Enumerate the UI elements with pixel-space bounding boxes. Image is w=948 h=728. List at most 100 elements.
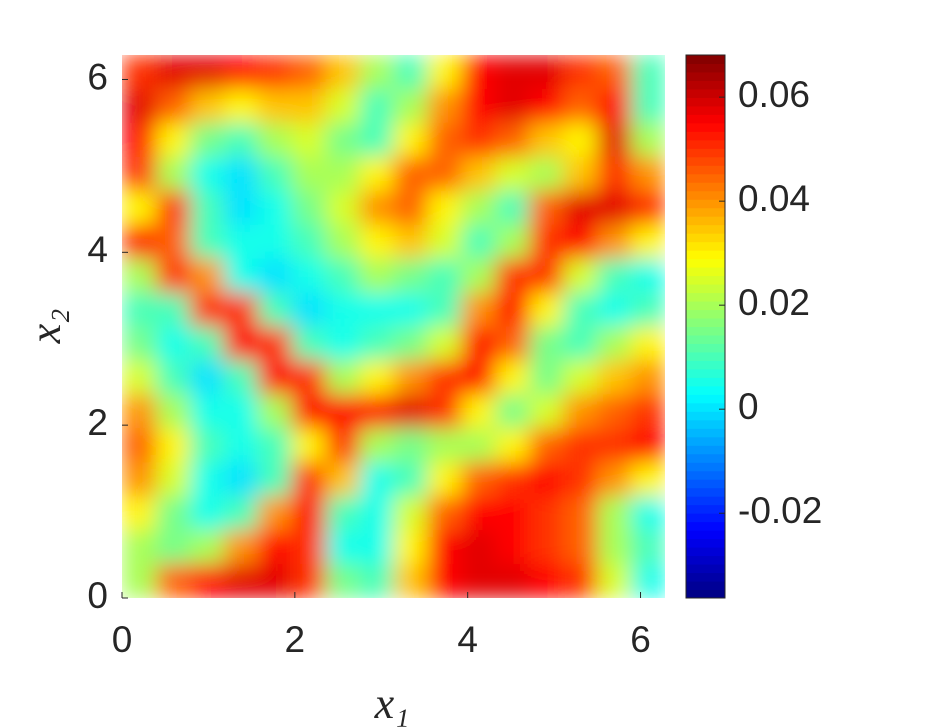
heatmap-cell: [257, 462, 293, 497]
heatmap-cell: [461, 122, 496, 158]
heatmap-cell: [461, 564, 496, 598]
heatmap-cell: [597, 428, 632, 463]
colorbar-swatch: [686, 513, 725, 523]
heatmap-cell: [122, 258, 157, 294]
heatmap-cell: [597, 496, 632, 531]
colorbar-swatch: [686, 190, 725, 200]
heatmap-cell: [359, 292, 395, 328]
heatmap-cell: [257, 122, 293, 158]
heatmap-cell: [359, 530, 395, 565]
heatmap-cell: [223, 55, 259, 90]
colorbar-swatch: [686, 233, 725, 243]
heatmap-cell: [359, 428, 395, 463]
heatmap-cell: [122, 122, 157, 158]
heatmap-cell: [631, 564, 665, 598]
colorbar-tick-label: 0.04: [738, 178, 810, 219]
heatmap-cell: [597, 156, 632, 192]
heatmap-cell: [291, 326, 327, 362]
y-tick-label: 4: [87, 229, 108, 270]
heatmap-cell: [223, 156, 259, 192]
heatmap-cell: [631, 530, 665, 565]
colorbar-tick-label: -0.02: [738, 490, 822, 531]
heatmap-cell: [597, 530, 632, 565]
colorbar-swatch: [686, 207, 725, 217]
colorbar-tick-label: 0: [738, 386, 759, 427]
heatmap-cell: [427, 360, 462, 395]
heatmap-cell: [427, 122, 462, 158]
heatmap-cell: [393, 428, 429, 463]
heatmap-cell: [223, 326, 259, 362]
heatmap-cell: [257, 394, 293, 429]
heatmap-cell: [325, 530, 361, 565]
heatmap-cell: [291, 564, 327, 598]
colorbar-swatch: [686, 165, 725, 175]
heatmap-cell: [427, 530, 462, 565]
colorbar-swatch: [686, 411, 725, 421]
heatmap-cell: [597, 394, 632, 429]
colorbar-swatch: [686, 521, 725, 531]
heatmap-cell: [631, 258, 665, 294]
heatmap-cell: [325, 224, 361, 260]
colorbar-swatch: [686, 394, 725, 404]
heatmap-cell: [155, 564, 191, 598]
heatmap-cell: [189, 122, 225, 158]
colorbar-swatch: [686, 131, 725, 141]
heatmap-cell: [631, 496, 665, 531]
colorbar-swatch: [686, 572, 725, 582]
heatmap-cell: [393, 88, 429, 124]
heatmap-cell: [223, 292, 259, 328]
heatmap-cell: [223, 190, 259, 226]
heatmap-cell: [393, 564, 429, 598]
heatmap-cell: [325, 190, 361, 226]
colorbar-swatch: [686, 351, 725, 361]
heatmap-cell: [189, 496, 225, 531]
heatmap-cell: [359, 88, 395, 124]
heatmap-cell: [529, 224, 564, 260]
heatmap-cell: [325, 428, 361, 463]
heatmap-cell: [223, 88, 259, 124]
heatmap-cell: [325, 564, 361, 598]
heatmap-cell: [529, 292, 564, 328]
heatmap-cell: [495, 258, 530, 294]
colorbar-swatch: [686, 326, 725, 336]
heatmap-cell: [563, 360, 598, 395]
heatmap-cell: [495, 360, 530, 395]
heatmap-cell: [529, 462, 564, 497]
heatmap-cell: [122, 224, 157, 260]
heatmap-cell: [359, 190, 395, 226]
heatmap-cell: [257, 55, 293, 90]
colorbar-swatch: [686, 368, 725, 378]
heatmap-cell: [189, 292, 225, 328]
heatmap-cell: [563, 55, 598, 90]
heatmap-cell: [393, 258, 429, 294]
heatmap-cell: [393, 190, 429, 226]
heatmap-cell: [563, 530, 598, 565]
heatmap-cell: [155, 292, 191, 328]
heatmap-cell: [359, 394, 395, 429]
heatmap-cell: [257, 88, 293, 124]
heatmap-cell: [325, 292, 361, 328]
heatmap-cell: [393, 122, 429, 158]
heatmap-cell: [631, 462, 665, 497]
heatmap-cell: [189, 428, 225, 463]
heatmap-cell: [495, 530, 530, 565]
heatmap-cell: [325, 394, 361, 429]
heatmap-cell: [563, 258, 598, 294]
colorbar-swatch: [686, 182, 725, 192]
colorbar-swatch: [686, 88, 725, 98]
heatmap-cell: [563, 88, 598, 124]
colorbar-swatch: [686, 309, 725, 319]
heatmap-cell: [529, 55, 564, 90]
heatmap-cell: [257, 360, 293, 395]
heatmap-cell: [155, 462, 191, 497]
heatmap-cell: [393, 224, 429, 260]
heatmap-cell: [291, 496, 327, 531]
heatmap-cell: [495, 55, 530, 90]
heatmap-cell: [257, 224, 293, 260]
axes: 0 2 4 6 0 2 4 6: [87, 56, 650, 660]
heatmap-cell: [529, 530, 564, 565]
heatmap-cell: [291, 224, 327, 260]
heatmap-cell: [427, 394, 462, 429]
colorbar-swatch: [686, 97, 725, 107]
heatmap-cell: [529, 326, 564, 362]
